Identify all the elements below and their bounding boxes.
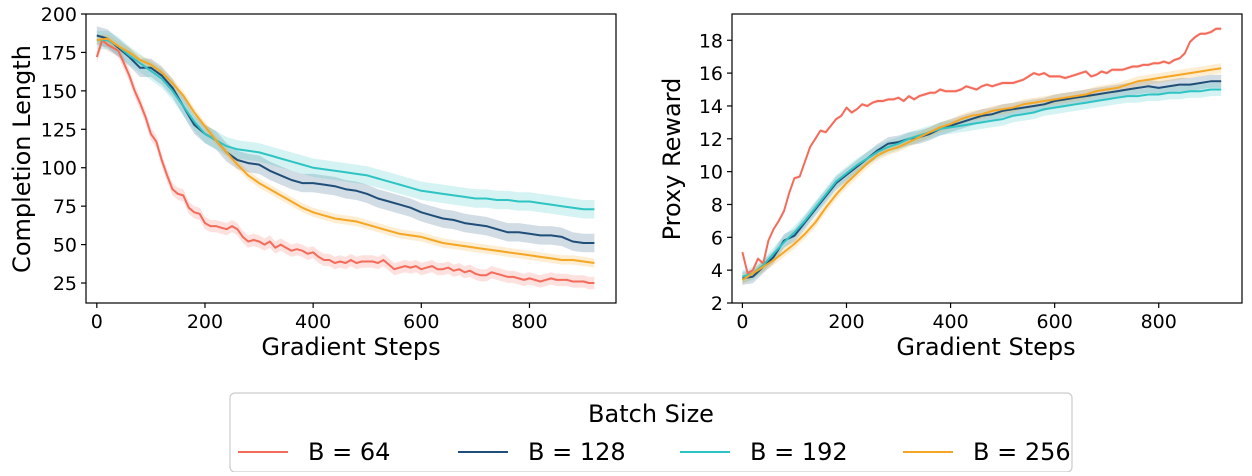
legend-label-b-64: B = 64 xyxy=(308,438,390,466)
completion-length-y-label: Completion Length xyxy=(8,45,36,273)
proxy-reward-x-tick-label: 800 xyxy=(1141,311,1177,333)
completion-length-line-b-64 xyxy=(95,39,595,284)
proxy-reward-line-b-64 xyxy=(741,27,1222,275)
legend: Batch Size B = 64 B = 128 B = 192 B = 256 xyxy=(229,392,1073,473)
proxy-reward-y-tick-label: 10 xyxy=(699,162,723,184)
legend-label-b-192: B = 192 xyxy=(750,438,848,466)
completion-length-y-tick-label: 25 xyxy=(53,273,77,295)
completion-length-plot: Completion Length Gradient Steps 0 200 400… xyxy=(8,4,617,361)
proxy-reward-y-tick-label: 4 xyxy=(711,260,723,282)
proxy-reward-plot: Proxy Reward Gradient Steps 0 200 400 600 80… xyxy=(658,13,1243,361)
completion-length-x-tick-label: 0 xyxy=(91,311,103,333)
completion-length-y-tick-label: 150 xyxy=(41,81,77,103)
proxy-reward-axes-frame xyxy=(731,13,1243,304)
proxy-reward-x-label: Gradient Steps xyxy=(896,333,1075,361)
completion-length-line-b-192 xyxy=(96,39,595,211)
completion-length-y-tick-label: 75 xyxy=(53,196,77,218)
completion-length-line-b-256 xyxy=(96,37,595,264)
proxy-reward-y-tick-label: 14 xyxy=(699,96,723,118)
proxy-reward-y-label: Proxy Reward xyxy=(658,78,686,241)
proxy-reward-y-tick-label: 18 xyxy=(699,30,723,52)
proxy-reward-x-tick-label: 400 xyxy=(932,311,968,333)
completion-length-x-tick-label: 600 xyxy=(403,311,439,333)
legend-label-b-256: B = 256 xyxy=(973,438,1071,466)
proxy-reward-x-tick-label: 200 xyxy=(828,311,864,333)
completion-length-band-b-64 xyxy=(96,34,595,290)
proxy-reward-line-b-256 xyxy=(741,67,1222,281)
completion-length-x-tick-label: 400 xyxy=(295,311,331,333)
completion-length-y-tick-label: 175 xyxy=(41,42,77,64)
completion-length-line-b-128 xyxy=(96,34,595,244)
proxy-reward-band-b-128 xyxy=(742,74,1222,285)
legend-label-b-128: B = 128 xyxy=(528,438,626,466)
completion-length-axes-frame xyxy=(85,13,617,304)
completion-length-y-tick-label: 50 xyxy=(53,235,77,257)
legend-title: Batch Size xyxy=(588,400,714,428)
completion-length-x-tick-label: 200 xyxy=(187,311,223,333)
proxy-reward-line-b-128 xyxy=(742,80,1222,280)
completion-length-y-tick-label: 200 xyxy=(41,4,77,26)
completion-length-y-tick-label: 125 xyxy=(41,119,77,141)
completion-length-x-label: Gradient Steps xyxy=(261,333,440,361)
completion-length-y-tick-label: 100 xyxy=(41,158,77,180)
proxy-reward-y-tick-label: 2 xyxy=(711,293,723,315)
proxy-reward-x-tick-label: 0 xyxy=(736,311,748,333)
proxy-reward-y-tick-label: 8 xyxy=(711,194,723,216)
proxy-reward-y-tick-label: 6 xyxy=(711,227,723,249)
proxy-reward-y-tick-label: 12 xyxy=(699,129,723,151)
proxy-reward-line-b-192 xyxy=(742,88,1222,278)
proxy-reward-x-tick-label: 600 xyxy=(1037,311,1073,333)
completion-length-x-tick-label: 800 xyxy=(511,311,547,333)
proxy-reward-y-tick-label: 16 xyxy=(699,63,723,85)
completion-length-band-b-128 xyxy=(96,26,595,253)
